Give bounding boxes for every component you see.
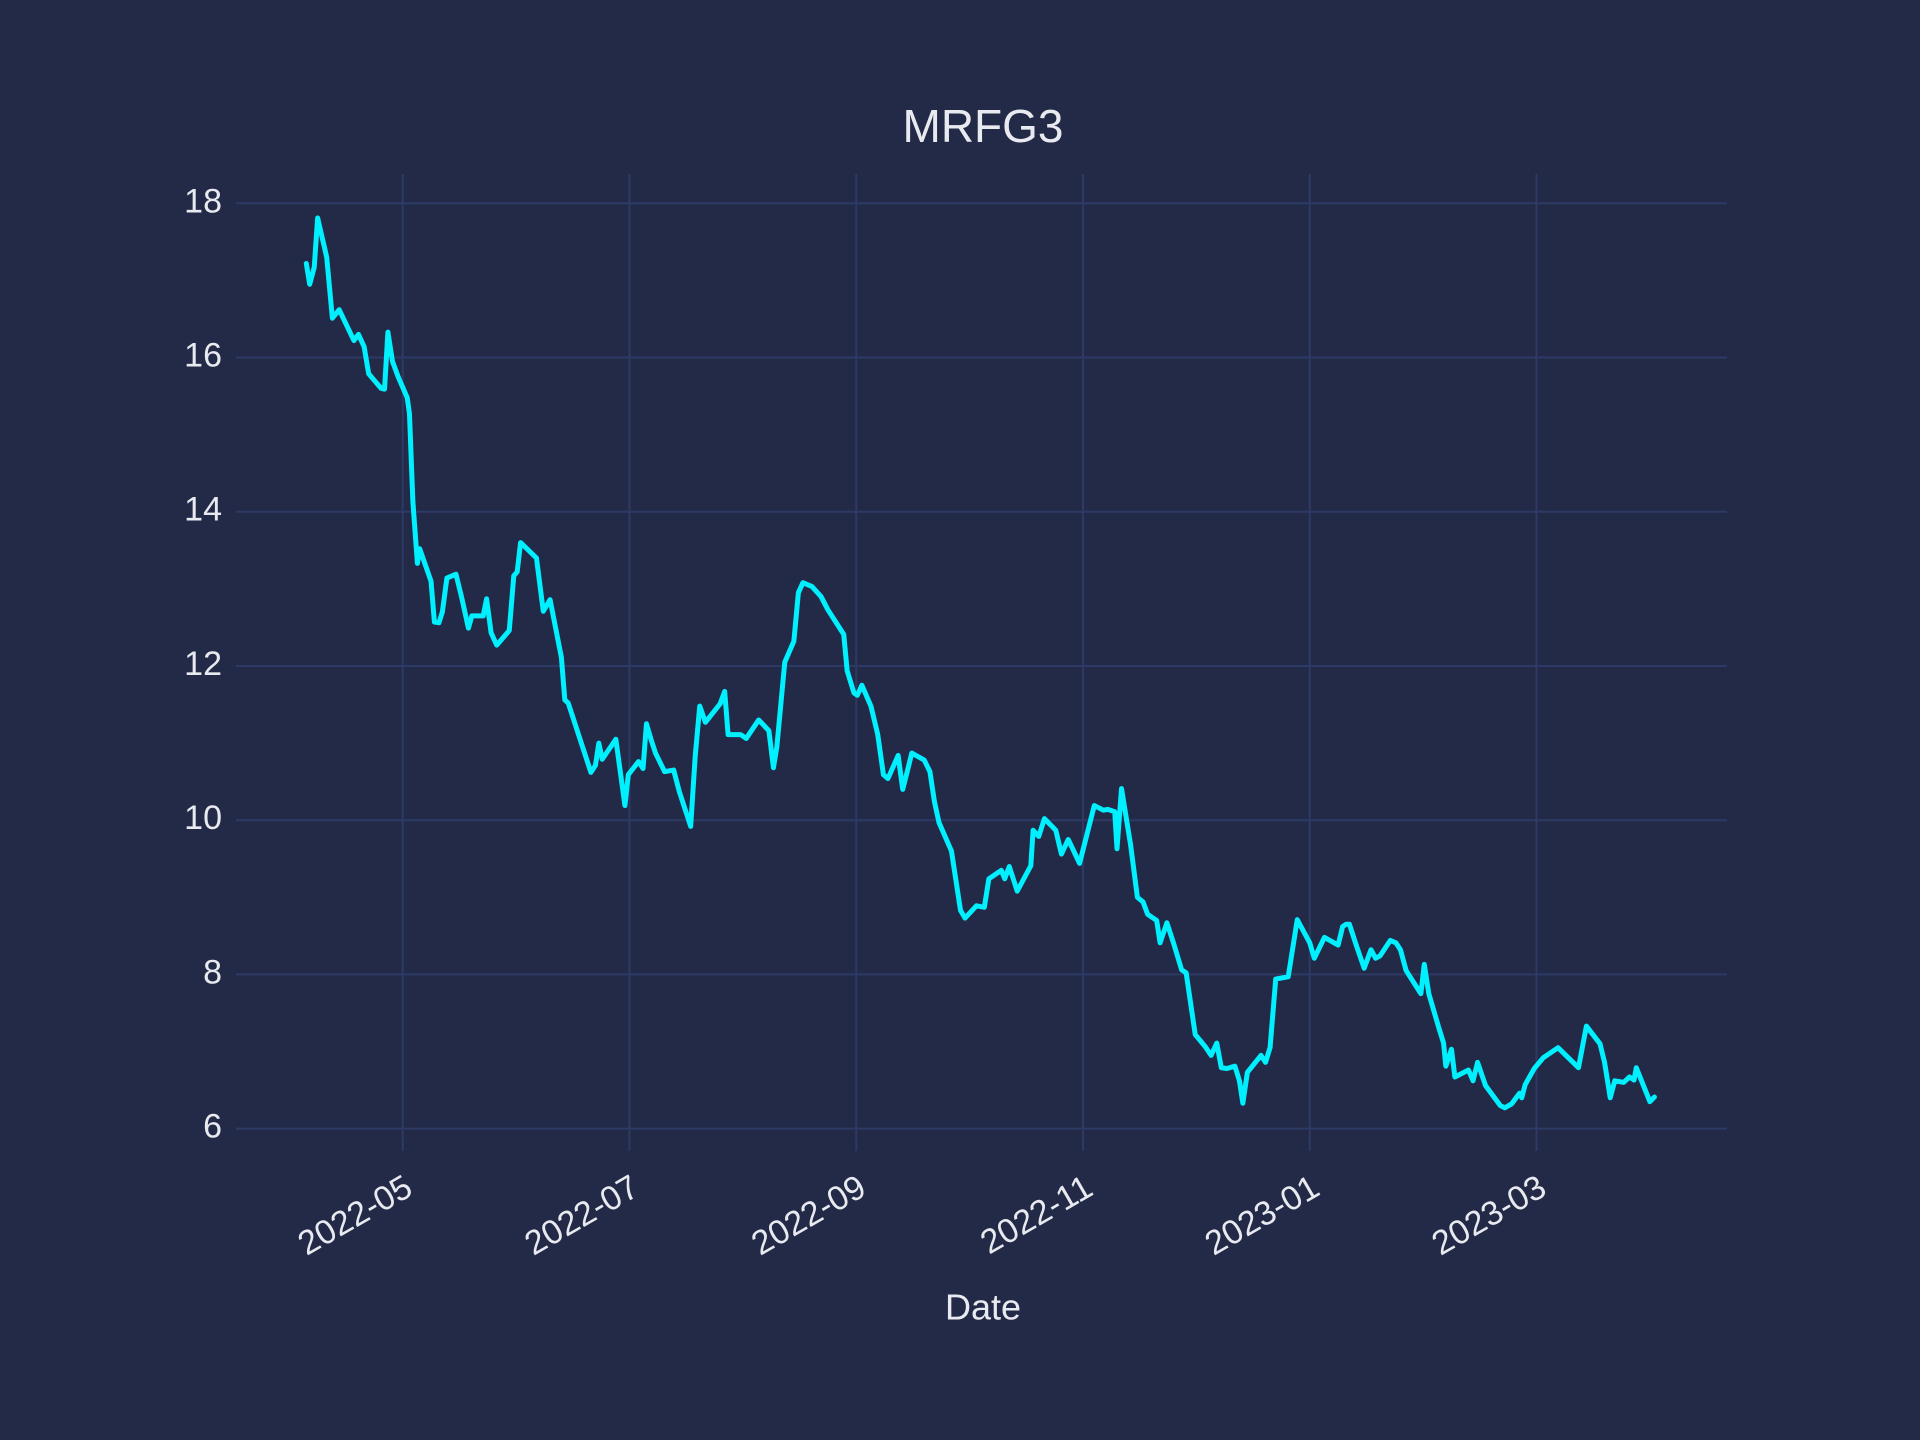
- y-tick-label: 8: [203, 953, 222, 991]
- chart-title: MRFG3: [903, 100, 1064, 152]
- price-line: [303, 215, 1657, 1111]
- y-tick-label: 6: [203, 1108, 222, 1146]
- y-tick-label: 14: [184, 491, 222, 529]
- y-tick-label: 12: [184, 645, 222, 683]
- y-tick-label: 10: [184, 799, 222, 837]
- y-tick-label: 16: [184, 337, 222, 375]
- x-axis-label: Date: [945, 1287, 1021, 1328]
- grid: [236, 174, 1727, 1151]
- y-tick-label: 18: [184, 182, 222, 220]
